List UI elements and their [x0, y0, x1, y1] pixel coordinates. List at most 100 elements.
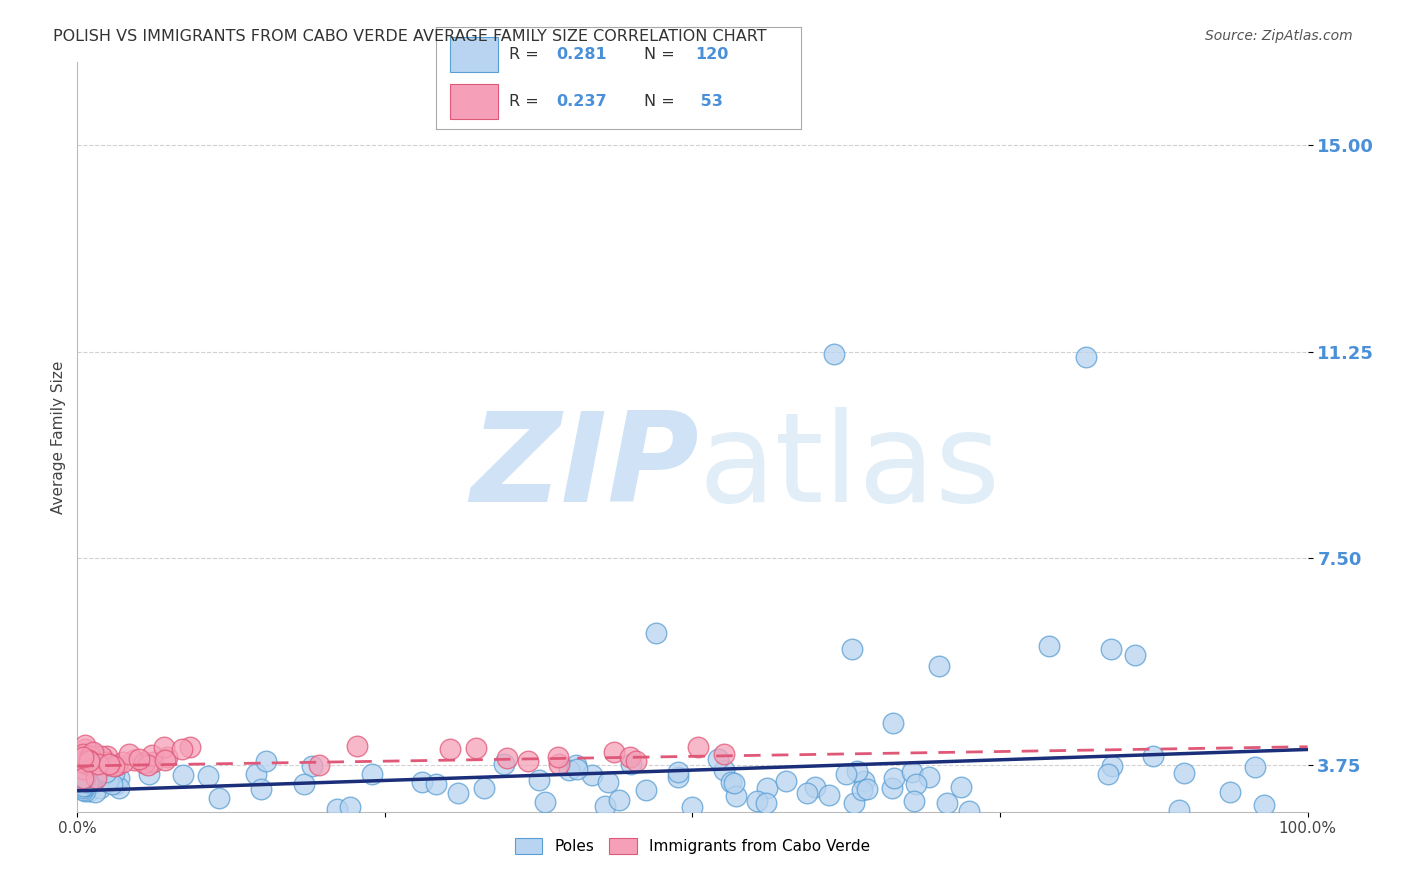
Point	[950, 780, 973, 794]
Point	[98, 756, 121, 771]
Bar	[450, 37, 498, 72]
Point	[72, 750, 94, 764]
Point	[77, 773, 100, 788]
Point	[72, 782, 94, 797]
Point	[72, 760, 94, 774]
Point	[1125, 648, 1147, 662]
Point	[1219, 785, 1241, 799]
Point	[548, 756, 571, 771]
Point	[76, 775, 98, 789]
Point	[76, 756, 98, 771]
Text: R =: R =	[509, 95, 544, 109]
Point	[101, 776, 124, 790]
Point	[706, 752, 728, 766]
Point	[425, 777, 447, 791]
Point	[534, 795, 557, 809]
Point	[607, 792, 630, 806]
Point	[90, 772, 112, 786]
Point	[928, 658, 950, 673]
Text: 0.281: 0.281	[557, 47, 607, 62]
Point	[72, 775, 94, 789]
Point	[84, 785, 107, 799]
Point	[756, 780, 779, 795]
Point	[72, 770, 94, 784]
Point	[75, 738, 97, 752]
Point	[73, 741, 96, 756]
Point	[152, 739, 174, 754]
Point	[882, 716, 904, 731]
Point	[581, 768, 603, 782]
Y-axis label: Average Family Size: Average Family Size	[51, 360, 66, 514]
Point	[472, 781, 495, 796]
Point	[72, 779, 94, 793]
Point	[725, 789, 748, 804]
Point	[818, 788, 841, 802]
Point	[122, 753, 145, 767]
Point	[852, 773, 875, 788]
Point	[1168, 803, 1191, 817]
Point	[1244, 760, 1267, 774]
Point	[97, 774, 120, 789]
Point	[745, 794, 768, 808]
Point	[77, 768, 100, 782]
Point	[84, 767, 107, 781]
Point	[880, 780, 903, 795]
Point	[527, 772, 550, 787]
Point	[619, 750, 641, 764]
Point	[80, 772, 103, 787]
Point	[179, 739, 201, 754]
Point	[89, 780, 111, 795]
Point	[156, 750, 179, 764]
Point	[823, 347, 845, 361]
Point	[82, 747, 104, 761]
Point	[87, 757, 110, 772]
Point	[72, 748, 94, 763]
Point	[91, 767, 114, 781]
Point	[593, 799, 616, 814]
Point	[666, 770, 689, 784]
Point	[93, 752, 115, 766]
Point	[112, 755, 135, 769]
Point	[72, 749, 94, 764]
Point	[77, 753, 100, 767]
Point	[1101, 759, 1123, 773]
Point	[901, 765, 924, 780]
Point	[80, 776, 103, 790]
Point	[596, 775, 619, 789]
Point	[128, 752, 150, 766]
Point	[713, 747, 735, 762]
Point	[72, 766, 94, 780]
Point	[1038, 640, 1060, 654]
Point	[73, 784, 96, 798]
Point	[557, 764, 579, 778]
Point	[83, 771, 105, 785]
Point	[1097, 767, 1119, 781]
Point	[79, 749, 101, 764]
Text: N =: N =	[644, 47, 675, 62]
Point	[77, 755, 100, 769]
Point	[83, 757, 105, 772]
Point	[90, 748, 112, 763]
Point	[720, 774, 742, 789]
Point	[957, 804, 980, 818]
Point	[844, 796, 866, 810]
Point	[1099, 642, 1122, 657]
Point	[72, 770, 94, 784]
Point	[1076, 350, 1098, 364]
Point	[77, 768, 100, 782]
Point	[835, 767, 858, 781]
Point	[96, 765, 118, 780]
Point	[84, 771, 107, 785]
Point	[918, 771, 941, 785]
Text: Source: ZipAtlas.com: Source: ZipAtlas.com	[1205, 29, 1353, 43]
Point	[108, 780, 131, 795]
Point	[76, 771, 98, 785]
Point	[883, 771, 905, 785]
Text: ZIP: ZIP	[470, 407, 699, 527]
Point	[411, 774, 433, 789]
Point	[1253, 797, 1275, 812]
Point	[72, 771, 94, 785]
Point	[138, 767, 160, 781]
Point	[666, 765, 689, 780]
Point	[682, 800, 704, 814]
